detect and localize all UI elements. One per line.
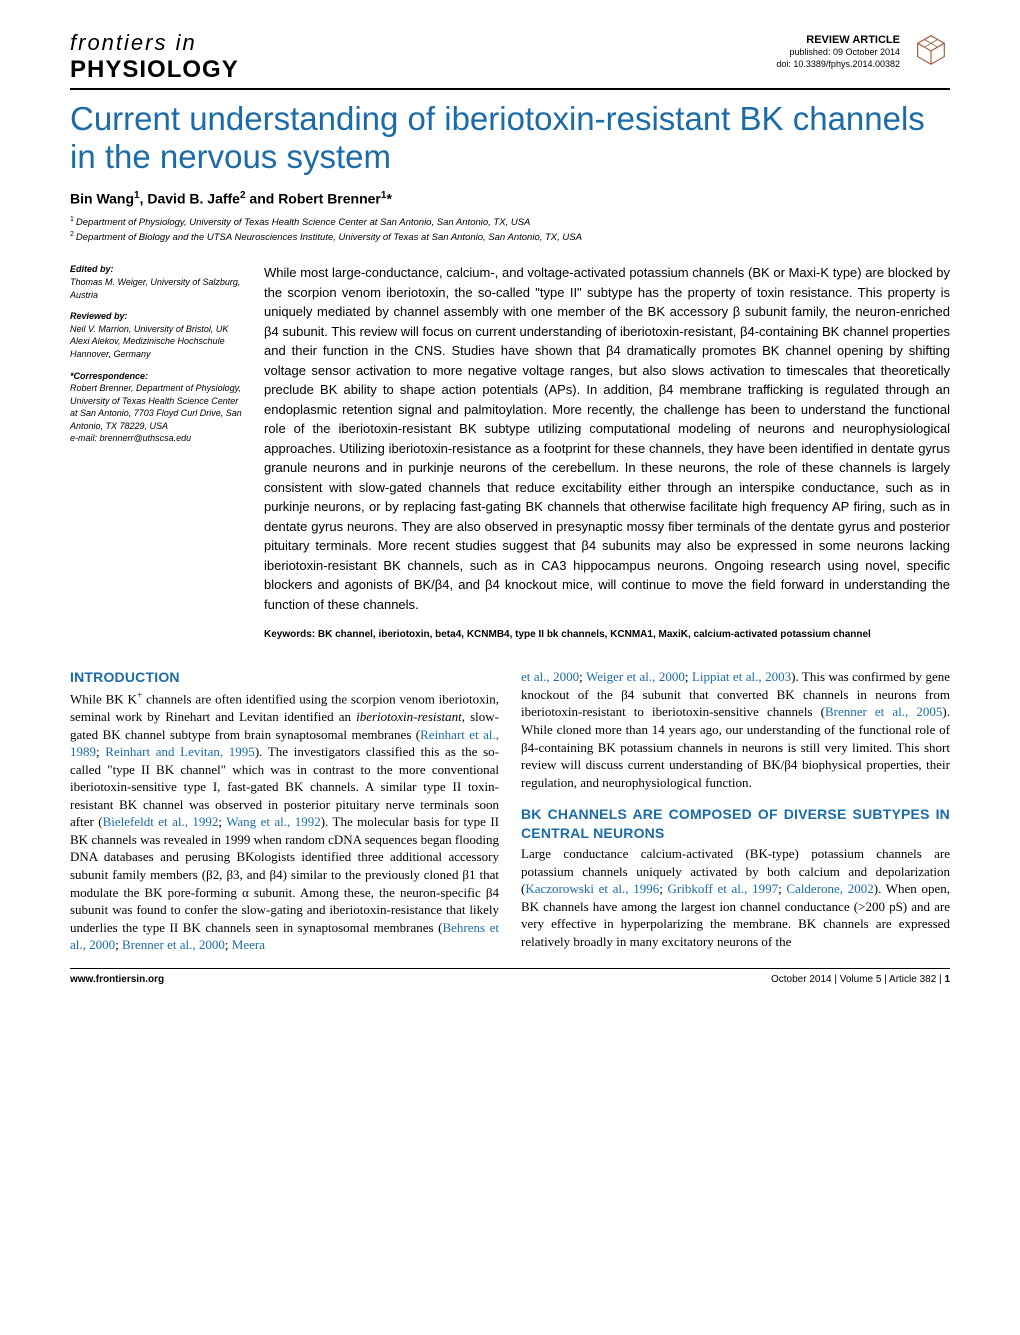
correspondence-body: Robert Brenner, Department of Physiology… [70, 382, 242, 445]
section-bk-channels-head: BK CHANNELS ARE COMPOSED OF DIVERSE SUBT… [521, 805, 950, 843]
article-type: REVIEW ARTICLE [776, 33, 900, 47]
ref-link[interactable]: Calderone, 2002 [786, 881, 873, 896]
meta-sidebar: Edited by: Thomas M. Weiger, University … [70, 263, 242, 642]
body-column-right: et al., 2000; Weiger et al., 2000; Lippi… [521, 668, 950, 953]
publication-info: REVIEW ARTICLE published: 09 October 201… [776, 33, 900, 71]
ref-link[interactable]: Wang et al., 1992 [226, 814, 321, 829]
header-bar: frontiers in PHYSIOLOGY REVIEW ARTICLE p… [70, 30, 950, 90]
publish-date: published: 09 October 2014 [776, 47, 900, 59]
ref-link[interactable]: Lippiat et al., 2003 [692, 669, 791, 684]
edited-by-body: Thomas M. Weiger, University of Salzburg… [70, 276, 242, 301]
edited-by-head: Edited by: [70, 263, 242, 276]
ref-link[interactable]: Meera [232, 937, 265, 952]
correspondence-head: *Correspondence: [70, 370, 242, 383]
affiliation-2: 2Department of Biology and the UTSA Neur… [70, 230, 950, 245]
ref-link[interactable]: Gribkoff et al., 1997 [668, 881, 779, 896]
abstract-column: While most large-conductance, calcium-, … [264, 263, 950, 642]
header-right: REVIEW ARTICLE published: 09 October 201… [776, 30, 950, 73]
affiliations: 1Department of Physiology, University of… [70, 215, 950, 246]
page-footer: www.frontiersin.org October 2014 | Volum… [70, 968, 950, 985]
authors: Bin Wang1, David B. Jaffe2 and Robert Br… [70, 190, 950, 207]
ref-link[interactable]: Reinhart and Levitan, 1995 [105, 744, 255, 759]
doi: doi: 10.3389/fphys.2014.00382 [776, 59, 900, 71]
keywords: Keywords: BK channel, iberiotoxin, beta4… [264, 628, 950, 642]
ref-link[interactable]: Weiger et al., 2000 [586, 669, 685, 684]
journal-logo: frontiers in PHYSIOLOGY [70, 30, 239, 84]
open-access-cube-icon [912, 30, 950, 73]
section-introduction-head: INTRODUCTION [70, 668, 499, 687]
ref-link[interactable]: Kaczorowski et al., 1996 [525, 881, 659, 896]
abstract-text: While most large-conductance, calcium-, … [264, 263, 950, 614]
ref-link[interactable]: et al., 2000 [521, 669, 579, 684]
footer-issue: October 2014 | Volume 5 | Article 382 | … [771, 974, 950, 985]
reviewed-by-head: Reviewed by: [70, 310, 242, 323]
sec2-paragraph: Large conductance calcium-activated (BK-… [521, 845, 950, 950]
reviewed-by-body: Neil V. Marrion, University of Bristol, … [70, 323, 242, 361]
journal-name-line1: frontiers in [70, 30, 239, 56]
ref-link[interactable]: Bielefeldt et al., 1992 [103, 814, 219, 829]
affiliation-1: 1Department of Physiology, University of… [70, 215, 950, 230]
ref-link[interactable]: Brenner et al., 2000 [122, 937, 225, 952]
correspondence-block: *Correspondence: Robert Brenner, Departm… [70, 370, 242, 446]
article-title: Current understanding of iberiotoxin-res… [70, 100, 950, 176]
meta-abstract-row: Edited by: Thomas M. Weiger, University … [70, 263, 950, 642]
intro-continuation: et al., 2000; Weiger et al., 2000; Lippi… [521, 668, 950, 791]
footer-url[interactable]: www.frontiersin.org [70, 974, 164, 985]
body-column-left: INTRODUCTION While BK K+ channels are of… [70, 668, 499, 953]
intro-paragraph: While BK K+ channels are often identifie… [70, 689, 499, 954]
journal-name-line2: PHYSIOLOGY [70, 56, 239, 84]
ref-link[interactable]: Brenner et al., 2005 [825, 704, 942, 719]
reviewed-by-block: Reviewed by: Neil V. Marrion, University… [70, 310, 242, 360]
body-columns: INTRODUCTION While BK K+ channels are of… [70, 668, 950, 953]
edited-by-block: Edited by: Thomas M. Weiger, University … [70, 263, 242, 301]
